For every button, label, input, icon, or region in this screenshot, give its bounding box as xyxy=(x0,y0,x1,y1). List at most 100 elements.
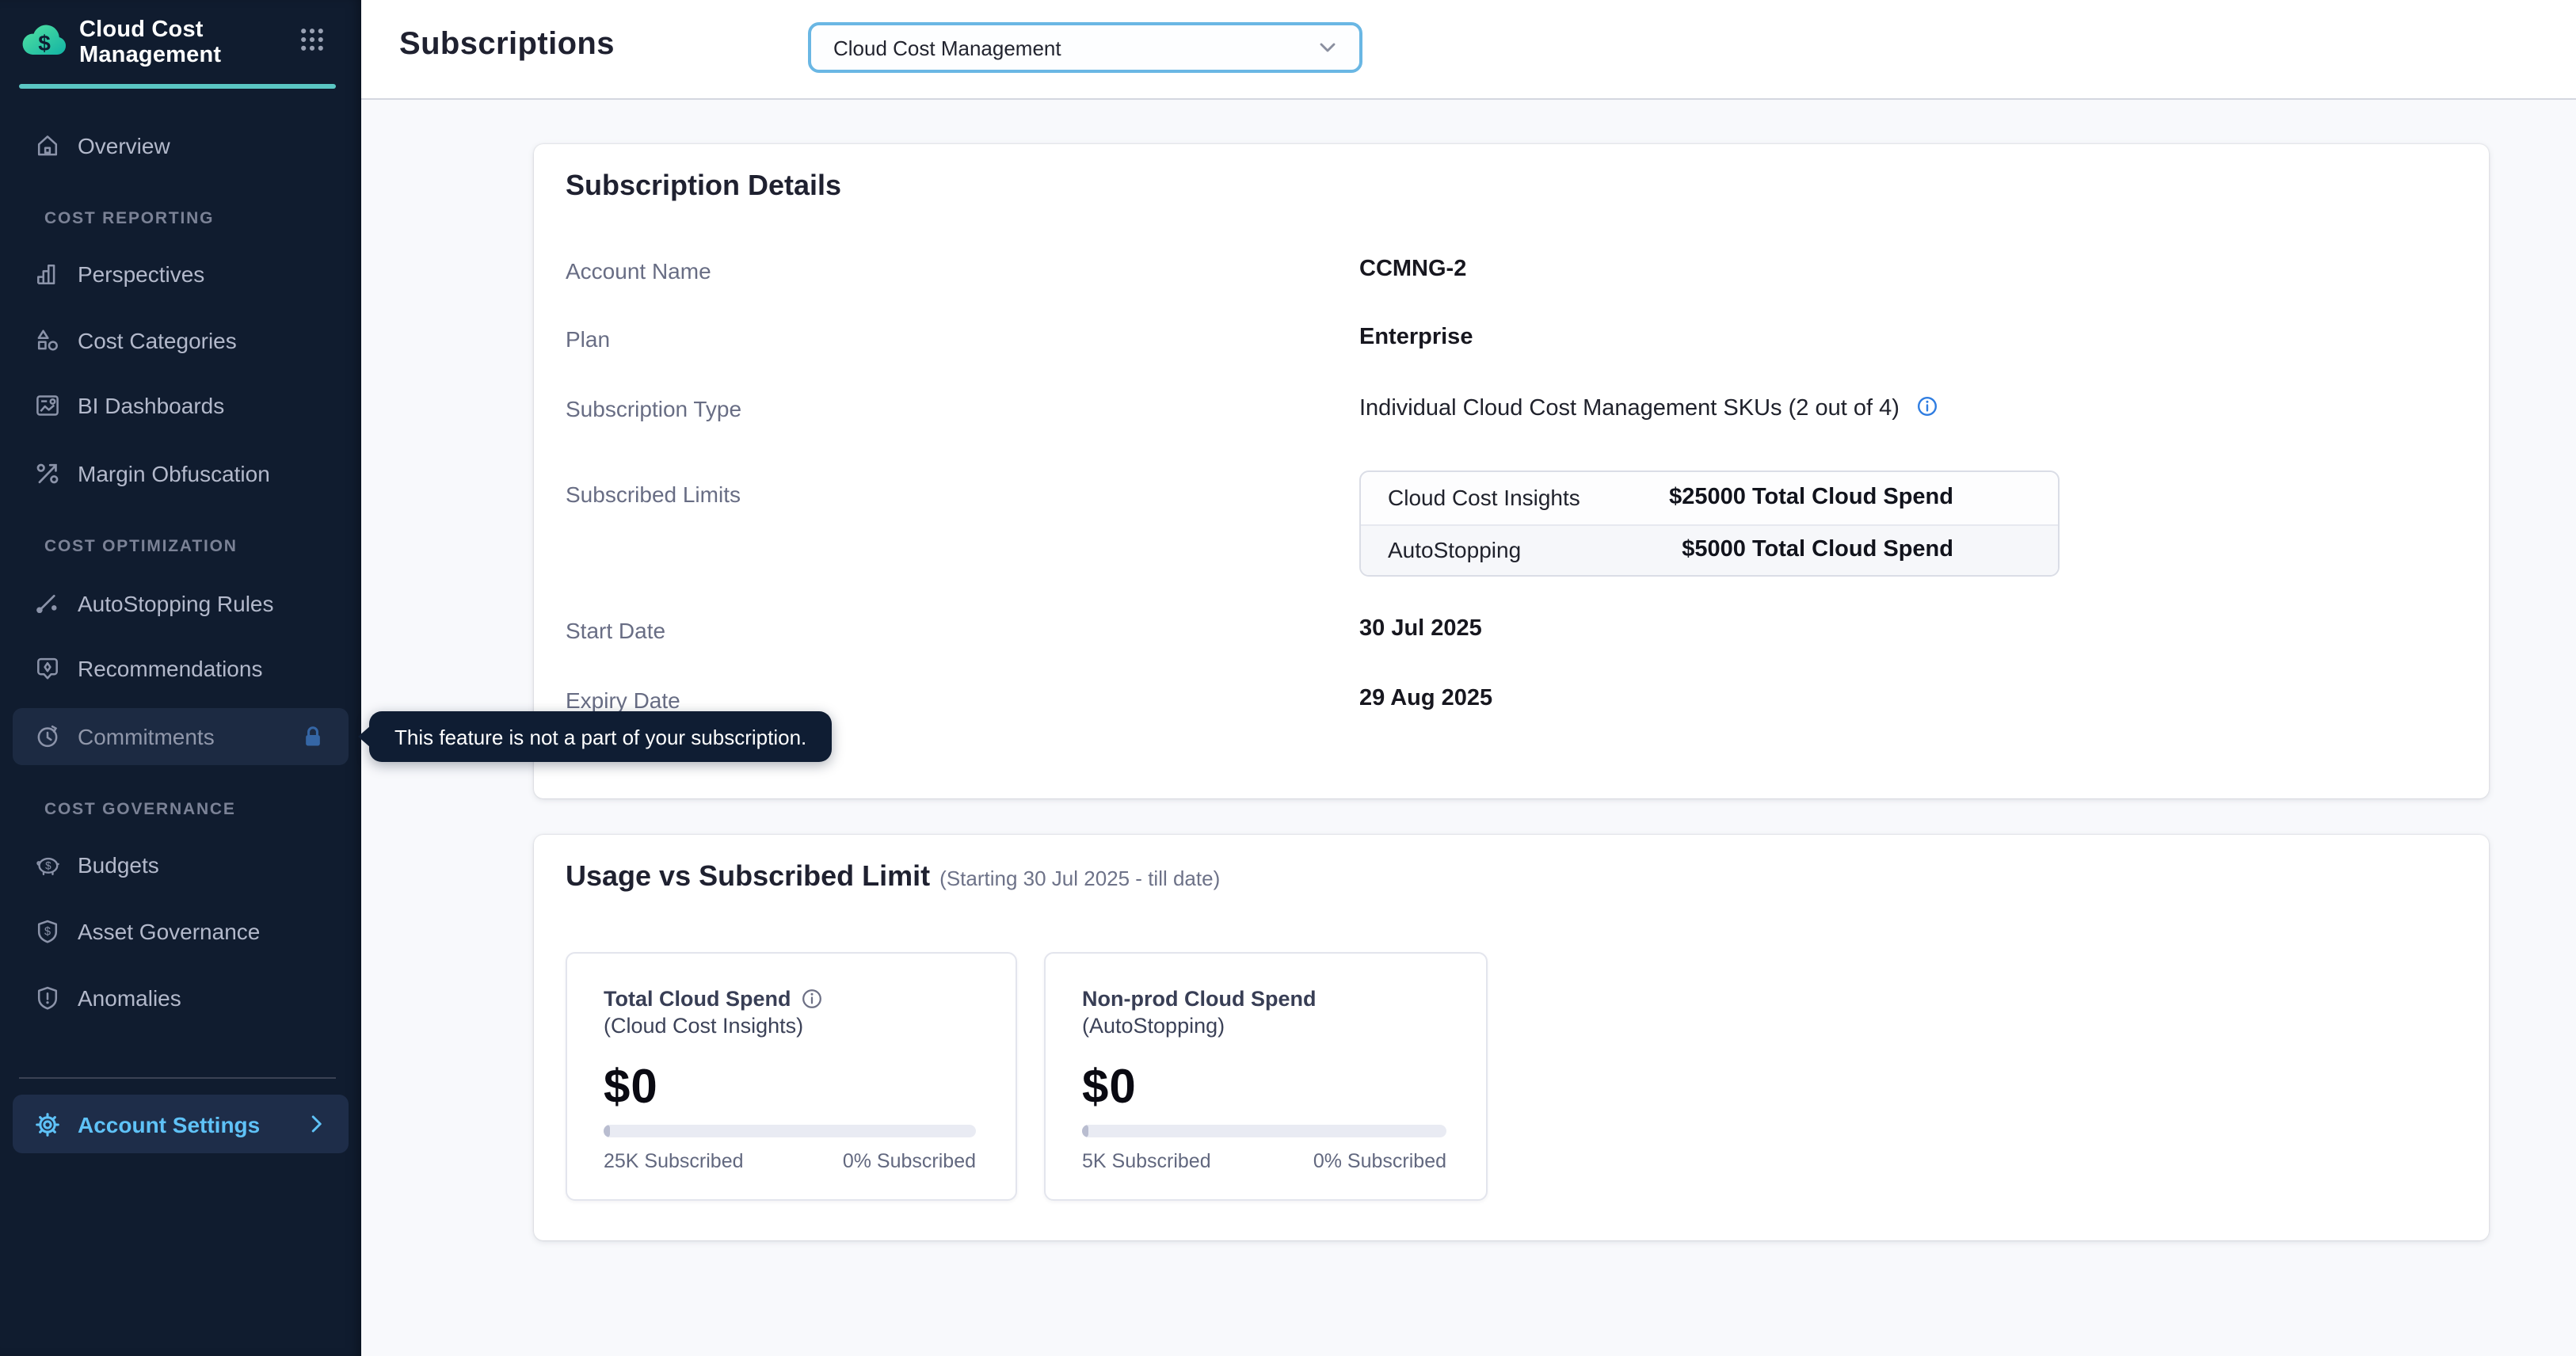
module-select-value: Cloud Cost Management xyxy=(833,36,1061,59)
shield-alert-icon xyxy=(33,984,62,1012)
lock-icon xyxy=(299,722,326,751)
sku-name: Cloud Cost Insights xyxy=(1388,485,1580,511)
sku-name: AutoStopping xyxy=(1388,537,1522,563)
sku-limit: $5000 Total Cloud Spend xyxy=(1682,537,1953,563)
chevron-down-icon xyxy=(1315,35,1340,60)
subscription-type-text: Individual Cloud Cost Management SKUs (2… xyxy=(1359,396,1900,421)
metric-card-total-cloud-spend: Total Cloud Spend (Cloud Cost Insights) … xyxy=(566,952,1017,1201)
metric-amount: $0 xyxy=(1082,1061,1137,1114)
app-logo-row: $ Cloud Cost Management xyxy=(0,16,361,79)
page-title: Subscriptions xyxy=(399,27,615,62)
bar-chart-icon xyxy=(33,260,62,288)
piggy-bank-icon: $ xyxy=(33,851,62,879)
sidebar-item-label: Account Settings xyxy=(78,1111,261,1137)
sidebar-item-anomalies[interactable]: Anomalies xyxy=(13,969,349,1027)
sidebar-item-budgets[interactable]: $ Budgets xyxy=(13,836,349,893)
shapes-icon xyxy=(33,326,62,355)
metric-card-nonprod-cloud-spend: Non-prod Cloud Spend (AutoStopping) $0 5… xyxy=(1044,952,1488,1201)
sidebar-item-autostopping-rules[interactable]: AutoStopping Rules xyxy=(13,575,349,632)
sidebar-item-label: AutoStopping Rules xyxy=(78,591,274,616)
table-row: Cloud Cost Insights $25000 Total Cloud S… xyxy=(1361,472,2058,524)
subscription-details-title: Subscription Details xyxy=(566,170,842,201)
usage-subtitle: (Starting 30 Jul 2025 - till date) xyxy=(939,867,1221,890)
sidebar: $ Cloud Cost Management Overview COST RE… xyxy=(0,0,361,1356)
usage-title: Usage vs Subscribed Limit (Starting 30 Ju… xyxy=(566,860,1220,893)
sidebar-item-overview[interactable]: Overview xyxy=(13,117,349,174)
sidebar-item-label: Commitments xyxy=(78,724,215,749)
subscribed-amount-label: 25K Subscribed xyxy=(604,1150,744,1172)
metric-subtitle: (Cloud Cost Insights) xyxy=(604,1014,804,1038)
accent-divider xyxy=(19,84,336,89)
sidebar-item-cost-categories[interactable]: Cost Categories xyxy=(13,312,349,369)
usage-vs-limit-card: Usage vs Subscribed Limit (Starting 30 Ju… xyxy=(534,835,2489,1240)
info-icon[interactable] xyxy=(1915,394,1939,425)
metric-title: Total Cloud Spend xyxy=(604,987,791,1011)
usage-progress-bar xyxy=(1082,1125,1446,1137)
sidebar-item-label: Margin Obfuscation xyxy=(78,461,270,486)
sidebar-item-label: Perspectives xyxy=(78,261,205,287)
sidebar-item-margin-obfuscation[interactable]: Margin Obfuscation xyxy=(13,445,349,502)
usage-title-text: Usage vs Subscribed Limit xyxy=(566,860,931,892)
main-area: Subscriptions Cloud Cost Management Subs… xyxy=(361,0,2576,1356)
subscription-type-label: Subscription Type xyxy=(566,396,742,421)
subscribed-percent-label: 0% Subscribed xyxy=(842,1150,976,1172)
percent-trend-icon xyxy=(33,459,62,488)
usage-progress-bar xyxy=(604,1125,976,1137)
sidebar-divider xyxy=(19,1077,336,1079)
subscribed-limits-table: Cloud Cost Insights $25000 Total Cloud S… xyxy=(1359,470,2060,577)
sidebar-item-label: Cost Categories xyxy=(78,328,237,353)
sidebar-item-label: Anomalies xyxy=(78,985,181,1011)
page-header: Subscriptions Cloud Cost Management xyxy=(361,0,2576,100)
plan-value: Enterprise xyxy=(1359,325,1473,350)
sidebar-item-perspectives[interactable]: Perspectives xyxy=(13,246,349,303)
sku-limit: $25000 Total Cloud Spend xyxy=(1669,485,1953,511)
sidebar-item-account-settings[interactable]: Account Settings xyxy=(13,1095,349,1153)
sidebar-section-cost-optimization: COST OPTIMIZATION xyxy=(44,537,238,556)
sidebar-item-commitments[interactable]: Commitments xyxy=(13,708,349,765)
metric-title: Non-prod Cloud Spend xyxy=(1082,987,1317,1011)
sidebar-item-label: Overview xyxy=(78,133,170,158)
sidebar-item-asset-governance[interactable]: $ Asset Governance xyxy=(13,903,349,960)
start-date-label: Start Date xyxy=(566,618,666,643)
subscription-lock-tooltip: This feature is not a part of your subsc… xyxy=(358,711,833,762)
metric-subtitle: (AutoStopping) xyxy=(1082,1014,1225,1038)
subscribed-percent-label: 0% Subscribed xyxy=(1313,1150,1446,1172)
sidebar-section-cost-governance: COST GOVERNANCE xyxy=(44,800,236,819)
usage-progress-fill xyxy=(604,1125,610,1137)
module-select[interactable]: Cloud Cost Management xyxy=(808,22,1362,73)
autostopping-icon xyxy=(33,589,62,618)
sidebar-item-label: Asset Governance xyxy=(78,919,261,944)
svg-text:$: $ xyxy=(44,926,51,939)
subscription-details-card: Subscription Details Account Name CCMNG-… xyxy=(534,144,2489,798)
gear-icon xyxy=(33,1110,62,1138)
bi-dashboard-icon xyxy=(33,391,62,420)
account-name-value: CCMNG-2 xyxy=(1359,257,1467,282)
recommendations-icon xyxy=(33,654,62,683)
start-date-value: 30 Jul 2025 xyxy=(1359,616,1482,642)
subscribed-limits-label: Subscribed Limits xyxy=(566,482,741,507)
home-icon xyxy=(33,131,62,160)
app-title: Cloud Cost Management xyxy=(79,17,222,68)
tooltip-arrow xyxy=(358,726,371,748)
cloud-dollar-logo-icon: $ xyxy=(22,25,67,55)
metric-amount: $0 xyxy=(604,1061,658,1114)
table-row: AutoStopping $5000 Total Cloud Spend xyxy=(1361,524,2058,575)
sidebar-item-label: Recommendations xyxy=(78,656,263,681)
expiry-date-value: 29 Aug 2025 xyxy=(1359,686,1493,711)
plan-label: Plan xyxy=(566,326,611,352)
sidebar-item-bi-dashboards[interactable]: BI Dashboards xyxy=(13,377,349,434)
shield-dollar-icon: $ xyxy=(33,917,62,946)
sidebar-item-label: BI Dashboards xyxy=(78,393,225,418)
subscribed-amount-label: 5K Subscribed xyxy=(1082,1150,1211,1172)
subscription-type-value: Individual Cloud Cost Management SKUs (2… xyxy=(1359,394,1939,425)
sidebar-item-recommendations[interactable]: Recommendations xyxy=(13,640,349,697)
account-name-label: Account Name xyxy=(566,258,711,284)
svg-text:$: $ xyxy=(38,31,51,55)
chevron-right-icon xyxy=(304,1112,328,1136)
info-icon[interactable] xyxy=(801,987,825,1011)
apps-grid-icon[interactable] xyxy=(298,25,326,54)
sidebar-item-label: Budgets xyxy=(78,852,159,878)
sidebar-section-cost-reporting: COST REPORTING xyxy=(44,209,215,228)
svg-text:$: $ xyxy=(45,859,51,871)
